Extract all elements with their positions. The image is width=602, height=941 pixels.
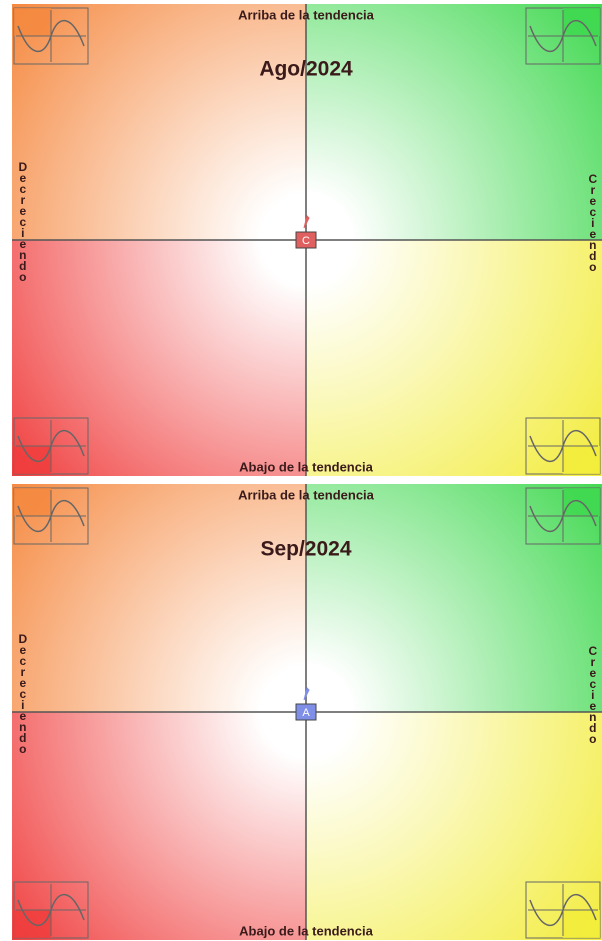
- quadrant: [306, 4, 602, 240]
- quadrant: [12, 484, 306, 712]
- corner-icon: [525, 7, 601, 65]
- corner-icon: [13, 487, 89, 545]
- bottom-label: Abajo de la tendencia: [239, 923, 373, 938]
- quadrant: [306, 712, 602, 940]
- corner-icon: [525, 881, 601, 939]
- quadrant: [12, 240, 306, 476]
- quadrant: [306, 484, 602, 712]
- quadrant: [12, 712, 306, 940]
- marker-label: C: [302, 235, 310, 247]
- icon-curve: [529, 893, 597, 927]
- trail: [303, 215, 310, 229]
- marker-label: A: [302, 707, 310, 719]
- left-label: Decreciendo: [16, 632, 30, 753]
- icon-curve: [529, 499, 597, 533]
- quadrant-panel: Arriba de la tendencia Abajo de la tenden…: [12, 4, 602, 476]
- quadrant: [306, 240, 602, 476]
- icon-curve: [529, 429, 597, 463]
- panel-title: Sep/2024: [260, 538, 351, 561]
- quadrant: [12, 4, 306, 240]
- top-label: Arriba de la tendencia: [238, 487, 375, 502]
- trail: [303, 687, 310, 701]
- corner-icon: [13, 7, 89, 65]
- marker: [295, 231, 317, 249]
- corner-icon: [525, 417, 601, 475]
- icon-curve: [17, 893, 85, 927]
- corner-icon: [13, 417, 89, 475]
- corner-icon: [525, 487, 601, 545]
- icon-curve: [529, 19, 597, 53]
- icon-curve: [17, 429, 85, 463]
- icon-curve: [17, 499, 85, 533]
- corner-icon: [13, 881, 89, 939]
- bottom-label: Abajo de la tendencia: [239, 459, 373, 474]
- icon-curve: [17, 19, 85, 53]
- quadrant-panel: Arriba de la tendencia Abajo de la tenden…: [12, 484, 602, 940]
- marker: [295, 703, 317, 721]
- panel-title: Ago/2024: [259, 58, 353, 81]
- top-label: Arriba de la tendencia: [238, 7, 375, 22]
- right-label: Creciendo: [586, 172, 600, 271]
- left-label: Decreciendo: [16, 160, 30, 281]
- right-label: Creciendo: [586, 644, 600, 743]
